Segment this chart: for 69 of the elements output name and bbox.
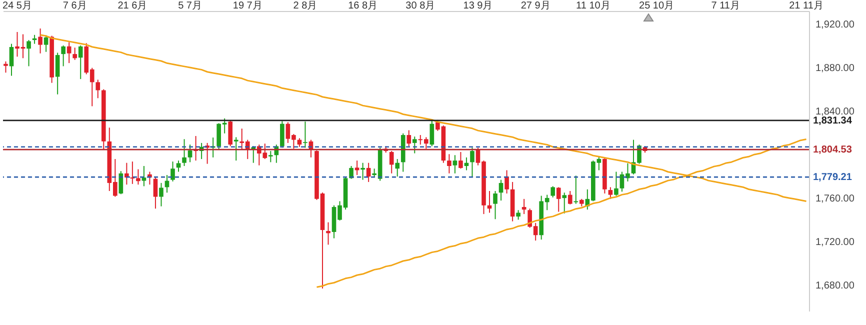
candlestick [188,144,192,163]
candlestick [159,182,164,207]
candlestick [389,150,394,174]
x-tick-label: 16 8月 [348,0,378,12]
candlestick [44,34,48,52]
candlestick [406,130,412,147]
candlestick [452,154,458,174]
candlestick [470,147,474,178]
candlestick [268,150,273,163]
candlestick [176,160,181,172]
ref-line-label: 1,831.34 [813,115,852,126]
x-tick-label: 24 5月 [2,0,32,12]
candlestick [614,171,618,196]
y-tick-label: 1,920.00 [816,20,855,31]
candlestick [26,40,31,67]
candlestick [170,161,175,182]
candlestick [228,120,233,147]
candlestick [66,42,72,64]
x-tick-label: 5 7月 [178,0,202,12]
x-tick-label: 27 9月 [520,0,550,12]
x-tick-label: 30 8月 [406,0,436,12]
y-tick-label: 1,760.00 [816,193,855,204]
candlestick [608,186,613,200]
x-tick-label: 13 9月 [463,0,493,12]
candlestick [326,222,330,246]
candlestick [303,121,308,148]
candlestick [360,162,365,180]
candlestick [96,79,100,99]
candlestick [366,162,371,182]
candlestick [430,119,434,147]
candlestick [153,177,158,210]
candlestick [556,186,561,212]
candlestick [516,210,520,220]
candlestick [234,136,238,162]
candlestick [504,170,509,194]
candlestick [395,158,400,178]
x-tick-label: 21 11月 [789,0,824,12]
candlestick [38,28,42,54]
x-tick-label: 2 8月 [293,0,318,12]
x-tick-label: 7 11月 [711,0,740,12]
ref-line-label: 1,779.21 [813,172,852,184]
candlestick [447,154,452,174]
candlestick [61,44,66,67]
y-tick-label: 1,720.00 [816,236,855,248]
candlestick [498,179,504,202]
x-tick-label: 25 10月 [639,0,674,12]
candlestick [349,166,354,180]
x-tick-label: 7 6月 [62,0,87,12]
candlestick [574,175,578,204]
candlestick [550,186,556,198]
y-tick-label: 1,840.00 [816,106,855,118]
candlestick [72,47,78,60]
candlestick [568,190,572,205]
x-tick-label: 19 7月 [232,0,262,12]
candlestick [78,44,83,80]
candlestick [182,138,186,166]
candlestick [458,151,463,170]
candlestick [4,60,8,74]
candlestick [9,43,14,76]
y-tick-label: 1,680.00 [816,280,855,292]
ref-line-label: 1,804.53 [813,144,852,156]
x-tick-label: 21 6月 [118,0,148,12]
y-tick-label: 1,880.00 [816,63,855,74]
x-tick-label: 11 10月 [576,0,610,12]
candlestick [412,136,417,154]
candlestick [493,190,498,220]
candlestick [562,192,567,214]
candlestick [142,166,146,187]
candlestick [55,52,60,95]
